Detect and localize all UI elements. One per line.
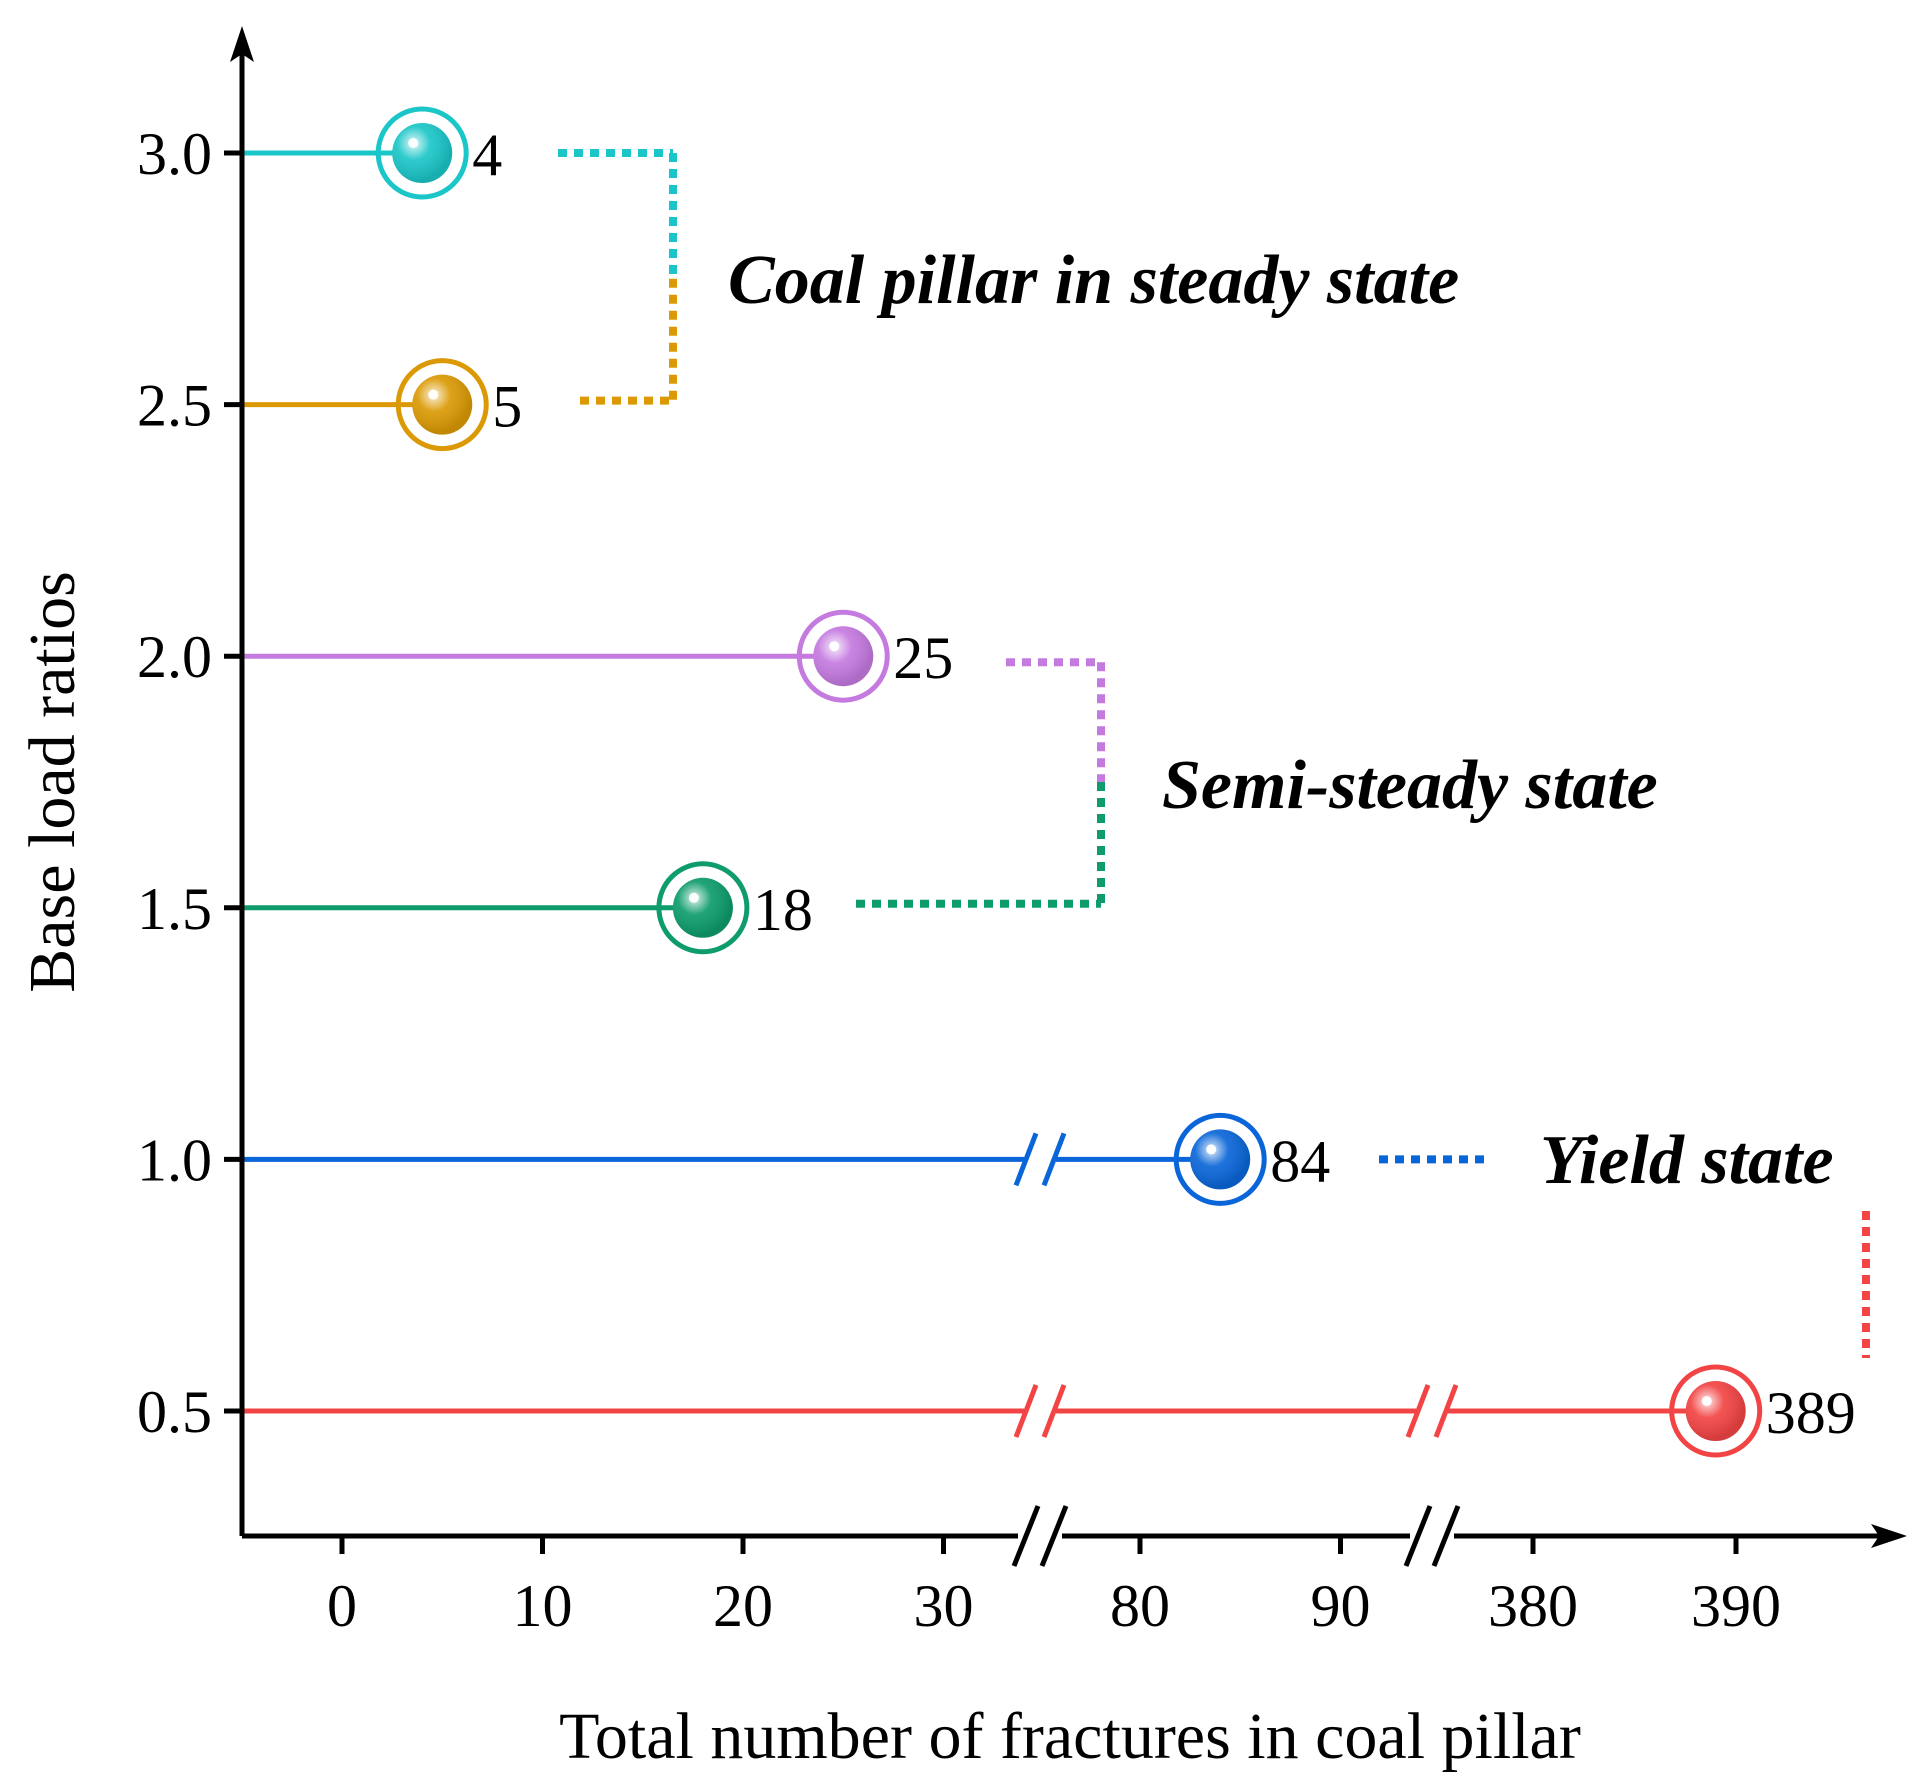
marker-layer xyxy=(375,106,1763,1458)
y-tick-label: 0.5 xyxy=(137,1379,212,1445)
stem-break-mark xyxy=(1433,1384,1459,1438)
x-axis-break-mark xyxy=(1431,1505,1461,1567)
y-tick-label: 1.5 xyxy=(137,876,212,942)
state-label-steady: Coal pillar in steady state xyxy=(728,242,1459,319)
stem-break-mark xyxy=(1013,1384,1039,1438)
lollipop-marker xyxy=(656,861,750,955)
x-tick-label: 30 xyxy=(914,1573,974,1639)
lollipop-marker xyxy=(395,358,489,452)
data-value-label: 25 xyxy=(893,625,953,691)
state-label-semi-steady: Semi-steady state xyxy=(1162,747,1658,824)
bracket-layer xyxy=(558,149,1870,1358)
x-axis-line xyxy=(242,1505,1880,1567)
data-value-label: 5 xyxy=(492,374,522,440)
y-axis-arrow xyxy=(230,26,254,62)
y-tick-label: 1.0 xyxy=(137,1127,212,1193)
x-tick-label: 80 xyxy=(1110,1573,1170,1639)
x-tick-label: 390 xyxy=(1691,1573,1781,1639)
x-axis-arrow xyxy=(1871,1524,1907,1548)
value-label-layer: 4 5 25 18 84 389 xyxy=(472,122,1856,1446)
x-tick-label: 20 xyxy=(713,1573,773,1639)
x-tick-label: 90 xyxy=(1311,1573,1371,1639)
lollipop-marker xyxy=(1669,1364,1763,1458)
data-value-label: 18 xyxy=(753,877,813,943)
x-tick-label: 0 xyxy=(327,1573,357,1639)
state-label-yield: Yield state xyxy=(1540,1122,1834,1199)
x-tick-label: 10 xyxy=(513,1573,573,1639)
stem-break-mark xyxy=(1041,1132,1067,1187)
x-axis-break-mark xyxy=(1403,1505,1433,1567)
stem-break-mark xyxy=(1013,1132,1039,1187)
stem-layer xyxy=(242,150,1716,1438)
y-axis-title: Base load ratios xyxy=(16,571,89,993)
data-value-label: 4 xyxy=(472,122,502,188)
lollipop-marker xyxy=(796,609,890,703)
x-axis-break-mark xyxy=(1039,1505,1069,1567)
lollipop-marker xyxy=(375,106,469,200)
x-axis-break-mark xyxy=(1011,1505,1041,1567)
y-tick-label: 2.5 xyxy=(137,373,212,439)
x-tick-label: 380 xyxy=(1488,1573,1578,1639)
data-value-label: 84 xyxy=(1270,1128,1330,1194)
stem-break-mark xyxy=(1405,1384,1431,1438)
y-ticks: 3.0 2.5 2.0 1.5 1.0 0.5 xyxy=(137,121,242,1445)
data-value-label: 389 xyxy=(1766,1380,1856,1446)
y-tick-label: 2.0 xyxy=(137,624,212,690)
stem-break-mark xyxy=(1041,1384,1067,1438)
x-ticks: 0 10 20 30 80 90 380 390 xyxy=(327,1536,1781,1639)
lollipop-marker xyxy=(1173,1112,1267,1206)
y-tick-label: 3.0 xyxy=(137,121,212,187)
x-axis-title: Total number of fractures in coal pillar xyxy=(559,1700,1581,1773)
